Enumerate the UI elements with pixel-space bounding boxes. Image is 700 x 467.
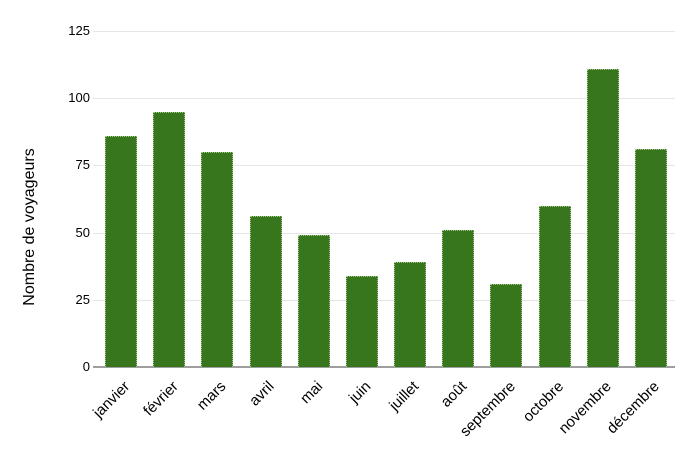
x-axis-label-wrap: février — [19, 378, 181, 419]
bar-avril — [249, 216, 282, 367]
gridline — [93, 31, 675, 32]
plot-area — [93, 31, 675, 368]
x-axis-label-wrap: juillet — [260, 378, 422, 414]
x-axis-label-wrap: juin — [212, 378, 374, 407]
bar-novembre — [586, 68, 619, 367]
bar-janvier — [105, 135, 138, 367]
x-axis-label: février — [139, 378, 182, 420]
x-axis-label: août — [437, 378, 471, 411]
y-axis-tick-label: 125 — [68, 23, 90, 38]
x-axis-label: octobre — [519, 378, 567, 426]
bar-décembre — [634, 149, 667, 367]
x-axis-label-wrap: novembre — [453, 378, 615, 437]
y-axis-tick-label: 100 — [68, 90, 90, 106]
x-axis-label: mars — [193, 378, 230, 414]
x-axis-label: juillet — [385, 378, 423, 415]
gridline — [93, 299, 675, 301]
bar-juin — [345, 275, 378, 367]
x-axis-label: novembre — [555, 378, 615, 438]
y-axis-tick-label: 25 — [75, 291, 90, 307]
gridline — [93, 98, 675, 100]
x-axis-label-wrap: octobre — [405, 378, 566, 425]
x-axis-label-wrap: janvier — [0, 378, 133, 421]
x-axis-label: décembre — [603, 378, 663, 438]
gridline — [93, 165, 675, 167]
x-axis-label: avril — [246, 378, 278, 410]
x-axis-label: septembre — [456, 378, 519, 441]
bar-septembre — [490, 283, 523, 367]
x-axis-label: janvier — [89, 378, 134, 422]
bar-août — [442, 229, 475, 367]
bar-février — [153, 111, 186, 367]
x-axis-line — [93, 366, 675, 368]
gridline — [93, 232, 675, 234]
y-axis-tick-label: 50 — [75, 224, 90, 240]
bar-mars — [201, 151, 234, 367]
bar-octobre — [538, 205, 571, 367]
y-axis-tick-label: 0 — [82, 359, 90, 374]
bar-mai — [297, 235, 330, 367]
x-axis-label-wrap: décembre — [501, 378, 663, 437]
bar-juillet — [394, 262, 427, 367]
x-axis-label-wrap: mai — [164, 378, 326, 407]
x-axis-label: mai — [296, 378, 326, 408]
x-axis-label: juin — [345, 378, 374, 407]
x-axis-label-wrap: avril — [116, 378, 277, 409]
x-axis-label-wrap: mars — [67, 378, 230, 414]
x-axis-label-wrap: août — [308, 378, 471, 411]
y-axis-tick-label: 75 — [75, 157, 90, 173]
x-axis-label-wrap: septembre — [356, 378, 518, 440]
